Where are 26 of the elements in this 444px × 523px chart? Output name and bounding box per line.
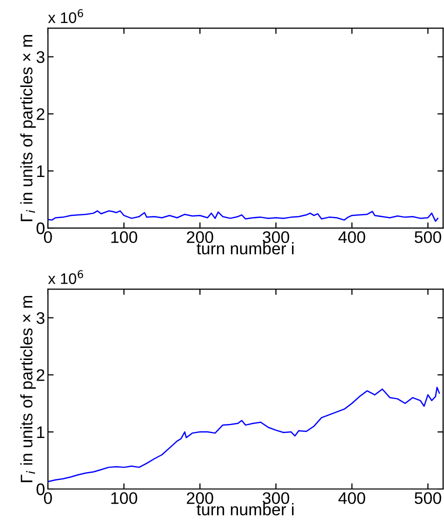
x-tick-label: 300 xyxy=(262,231,290,244)
y-tick-label: 1 xyxy=(37,166,44,177)
x-tick-label: 200 xyxy=(186,231,214,244)
x-tick-label: 100 xyxy=(111,231,138,244)
x-tick-label: 100 xyxy=(111,492,138,504)
x-axis-title: turn number i xyxy=(196,503,294,516)
x-axis-title: turn number i xyxy=(196,242,294,254)
y-tick-label: 3 xyxy=(36,312,44,324)
x-tick-label: 300 xyxy=(262,492,290,504)
y-tick-label: 0 xyxy=(36,222,45,234)
line-series xyxy=(48,210,438,222)
x-tick-label: 500 xyxy=(414,231,442,244)
text: x 10$^{6}$ xyxy=(48,270,84,284)
x-tick-label: 500 xyxy=(414,492,442,504)
x-tick-label: 200 xyxy=(186,492,214,504)
y-tick-label: 0 xyxy=(36,483,45,496)
x-tick-label: 400 xyxy=(338,231,366,244)
y-axis-title: Γ$_{i}$ in units of particles × m xyxy=(20,296,36,482)
text: x 10$^{6}$ xyxy=(48,9,84,24)
y-tick-label: 1 xyxy=(37,426,44,438)
y-axis-title: Γ$_{i}$ in units of particles × m xyxy=(20,34,36,222)
x-tick-label: 400 xyxy=(338,492,366,504)
y-tick-label: 2 xyxy=(36,369,44,381)
y-tick-label: 3 xyxy=(36,51,44,63)
line-series xyxy=(48,386,440,482)
y-tick-label: 2 xyxy=(36,108,44,120)
